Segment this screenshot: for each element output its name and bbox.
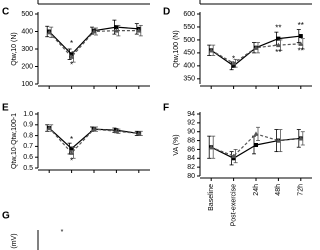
marker: [136, 28, 142, 33]
series-line: [48, 30, 139, 58]
x-tick-label: 24h: [253, 184, 260, 196]
y-axis-label: Qtw,10·Qtw,100-1: [11, 113, 18, 169]
y-tick-label: 500: [183, 37, 195, 44]
y-tick-label: 350: [183, 76, 195, 83]
x-tick-label: 48h: [275, 184, 282, 196]
marker: [298, 135, 304, 141]
marker: [231, 63, 236, 68]
y-tick-label: 0.9: [23, 122, 33, 129]
y-axis-label: Qtw,100 (N): [173, 30, 180, 67]
y-axis-label: VA (%): [173, 134, 180, 155]
marker: [276, 36, 281, 41]
panel-label: F: [163, 103, 169, 114]
marker: [69, 54, 75, 59]
y-tick-label: 550: [183, 24, 195, 31]
y-tick-label: 500: [21, 11, 33, 18]
series-line: [210, 43, 301, 64]
annotation: **: [298, 21, 304, 30]
marker: [254, 143, 258, 147]
annotation: *: [70, 39, 73, 48]
y-tick-label: 400: [21, 28, 33, 35]
marker: [91, 29, 97, 34]
y-tick-label: 94: [187, 111, 195, 118]
marker: [253, 45, 259, 50]
marker: [298, 34, 303, 39]
annotation: *: [232, 54, 235, 63]
marker: [208, 47, 214, 53]
y-axis-label: Qtw,10 (N): [11, 32, 18, 65]
series-line: [210, 35, 301, 67]
marker: [231, 156, 236, 161]
y-tick-label: 0.5: [23, 165, 33, 172]
marker: [136, 130, 142, 136]
marker: [113, 28, 119, 33]
y-tick-label: 88: [187, 137, 195, 144]
y-tick-label: 100: [21, 81, 33, 88]
panel-label: G: [2, 211, 10, 222]
annotation: *: [70, 157, 73, 166]
marker: [208, 144, 214, 150]
marker: [114, 25, 119, 30]
marker: [298, 41, 304, 46]
marker: [113, 128, 119, 134]
marker: [69, 52, 74, 57]
y-tick-label: 300: [21, 46, 33, 53]
marker: [275, 42, 281, 48]
annotation: *: [70, 135, 73, 144]
marker: [231, 60, 237, 66]
x-tick-label: 72h: [298, 184, 305, 196]
y-tick-label: 80: [187, 173, 195, 180]
y-tick-label: 84: [187, 155, 195, 162]
marker: [46, 29, 52, 35]
y-tick-label: 82: [187, 164, 195, 171]
y-tick-label: 0.8: [23, 132, 33, 139]
marker: [275, 138, 281, 143]
y-tick-label: 400: [183, 63, 195, 70]
annotation: *: [70, 61, 73, 70]
y-tick-label: 0.7: [23, 143, 33, 150]
y-tick-label: 0.6: [23, 154, 33, 161]
panel-label: D: [163, 7, 170, 18]
y-tick-label: 92: [187, 120, 195, 127]
annotation: **: [275, 48, 281, 57]
annotation: **: [298, 47, 304, 56]
panel-label: C: [2, 7, 9, 18]
marker: [253, 131, 259, 136]
series-line: [210, 137, 301, 159]
y-tick-label: 600: [183, 11, 195, 18]
x-tick-label: Post-exercise: [230, 184, 237, 227]
marker: [69, 146, 74, 151]
y-axis-label: (mV): [11, 233, 18, 248]
annotation: *: [61, 229, 64, 236]
marker: [91, 126, 97, 132]
y-tick-label: 450: [183, 50, 195, 57]
annotation: **: [275, 23, 281, 32]
x-tick-label: Baseline: [208, 184, 215, 211]
marker: [231, 153, 237, 159]
y-tick-label: 90: [187, 129, 195, 136]
marker: [69, 150, 75, 155]
panel-label: E: [2, 103, 9, 114]
marker: [46, 125, 52, 131]
y-tick-label: 86: [187, 146, 195, 153]
y-tick-label: 1.0: [23, 111, 33, 118]
y-tick-label: 200: [21, 63, 33, 70]
